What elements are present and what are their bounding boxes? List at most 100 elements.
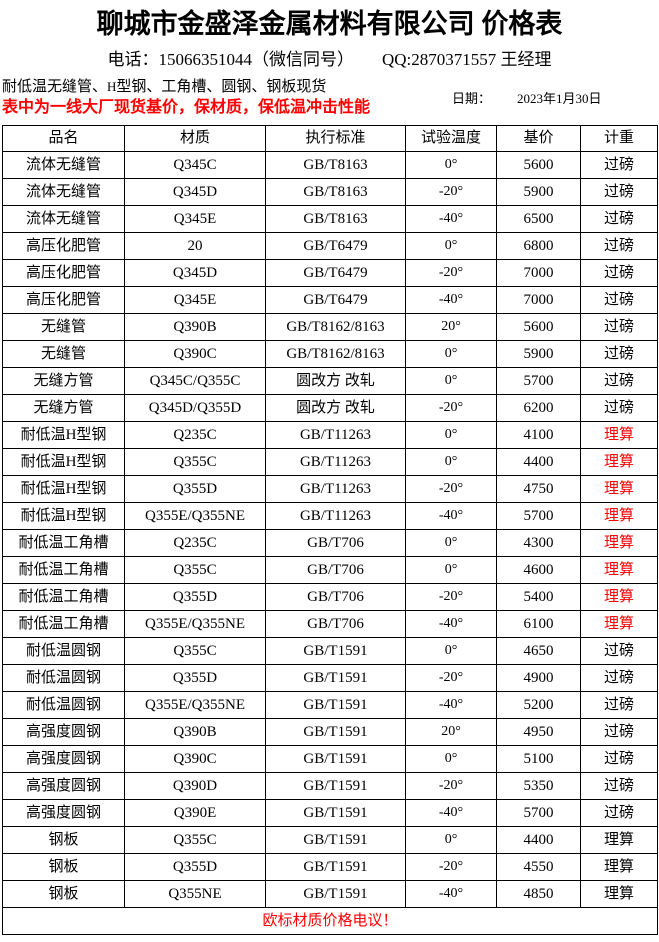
cell-standard: GB/T1591 <box>265 718 406 746</box>
cell-test-temp: 0° <box>405 232 497 260</box>
cell-standard: 圆改方 改轧 <box>265 367 406 395</box>
col-header-price: 基价 <box>496 125 581 152</box>
cell-product-name: 高压化肥管 <box>2 232 125 260</box>
cell-material: Q235C <box>124 421 266 449</box>
cell-weigh-method: 理算 <box>580 421 658 449</box>
table-row: 流体无缝管 Q345C GB/T8163 0° 5600 过磅 <box>2 151 658 179</box>
cell-material: Q355C <box>124 637 266 665</box>
cell-test-temp: -40° <box>405 205 497 233</box>
cell-base-price: 4650 <box>496 637 581 665</box>
table-row: 流体无缝管 Q345E GB/T8163 -40° 6500 过磅 <box>2 205 658 233</box>
table-row: 高强度圆钢 Q390E GB/T1591 -40° 5700 过磅 <box>2 799 658 827</box>
cell-base-price: 5600 <box>496 313 581 341</box>
cell-material: Q355E/Q355NE <box>124 502 266 530</box>
cell-product-name: 耐低温圆钢 <box>2 691 125 719</box>
subheader: 耐低温无缝管、H型钢、工角槽、圆钢、钢板现货 表中为一线大厂现货基价，保材质，保… <box>0 77 659 125</box>
table-row: 耐低温H型钢 Q355E/Q355NE GB/T11263 -40° 5700 理算 <box>2 502 658 530</box>
cell-base-price: 6500 <box>496 205 581 233</box>
col-header-name: 品名 <box>2 125 125 152</box>
cell-material: Q390E <box>124 799 266 827</box>
cell-material: Q390C <box>124 340 266 368</box>
cell-base-price: 4550 <box>496 853 581 881</box>
cell-product-name: 流体无缝管 <box>2 151 125 179</box>
cell-material: Q390C <box>124 745 266 773</box>
cell-product-name: 无缝方管 <box>2 394 125 422</box>
cell-weigh-method: 过磅 <box>580 286 658 314</box>
table-row: 高强度圆钢 Q390C GB/T1591 0° 5100 过磅 <box>2 745 658 773</box>
cell-test-temp: 0° <box>405 421 497 449</box>
cell-material: Q355D <box>124 853 266 881</box>
cell-standard: GB/T11263 <box>265 475 406 503</box>
cell-weigh-method: 过磅 <box>580 151 658 179</box>
cell-weigh-method: 过磅 <box>580 799 658 827</box>
table-row: 无缝管 Q390B GB/T8162/8163 20° 5600 过磅 <box>2 313 658 341</box>
cell-test-temp: -20° <box>405 178 497 206</box>
cell-base-price: 5900 <box>496 340 581 368</box>
cell-base-price: 6100 <box>496 610 581 638</box>
cell-weigh-method: 过磅 <box>580 205 658 233</box>
cell-product-name: 钢板 <box>2 826 125 854</box>
cell-product-name: 耐低温工角槽 <box>2 529 125 557</box>
cell-standard: GB/T706 <box>265 529 406 557</box>
cell-test-temp: 20° <box>405 313 497 341</box>
cell-product-name: 无缝方管 <box>2 367 125 395</box>
cell-product-name: 高强度圆钢 <box>2 772 125 800</box>
table-row: 耐低温圆钢 Q355E/Q355NE GB/T1591 -40° 5200 过磅 <box>2 691 658 719</box>
cell-test-temp: -40° <box>405 502 497 530</box>
cell-material: Q355NE <box>124 880 266 908</box>
table-row: 流体无缝管 Q345D GB/T8163 -20° 5900 过磅 <box>2 178 658 206</box>
cell-standard: GB/T11263 <box>265 502 406 530</box>
cell-weigh-method: 过磅 <box>580 367 658 395</box>
table-row: 耐低温工角槽 Q355D GB/T706 -20° 5400 理算 <box>2 583 658 611</box>
cell-weigh-method: 理算 <box>580 448 658 476</box>
col-header-material: 材质 <box>124 125 266 152</box>
cell-test-temp: 0° <box>405 637 497 665</box>
table-row: 无缝方管 Q345D/Q355D 圆改方 改轧 -20° 6200 过磅 <box>2 394 658 422</box>
cell-standard: GB/T1591 <box>265 691 406 719</box>
table-footer-row: 欧标材质价格电议！ <box>2 907 658 935</box>
cell-base-price: 5200 <box>496 691 581 719</box>
cell-product-name: 流体无缝管 <box>2 205 125 233</box>
cell-base-price: 5600 <box>496 151 581 179</box>
cell-base-price: 5700 <box>496 502 581 530</box>
cell-standard: GB/T8162/8163 <box>265 340 406 368</box>
table-row: 高压化肥管 20 GB/T6479 0° 6800 过磅 <box>2 232 658 260</box>
cell-weigh-method: 过磅 <box>580 691 658 719</box>
cell-base-price: 4600 <box>496 556 581 584</box>
cell-material: Q345C/Q355C <box>124 367 266 395</box>
table-row: 耐低温H型钢 Q355C GB/T11263 0° 4400 理算 <box>2 448 658 476</box>
cell-product-name: 耐低温H型钢 <box>2 421 125 449</box>
cell-standard: 圆改方 改轧 <box>265 394 406 422</box>
cell-test-temp: 0° <box>405 340 497 368</box>
cell-product-name: 耐低温工角槽 <box>2 583 125 611</box>
col-header-temp: 试验温度 <box>405 125 497 152</box>
table-row: 高压化肥管 Q345E GB/T6479 -40° 7000 过磅 <box>2 286 658 314</box>
cell-product-name: 耐低温H型钢 <box>2 475 125 503</box>
table-row: 耐低温圆钢 Q355D GB/T1591 -20° 4900 过磅 <box>2 664 658 692</box>
cell-base-price: 4750 <box>496 475 581 503</box>
col-header-weigh: 计重 <box>580 125 658 152</box>
table-row: 耐低温H型钢 Q235C GB/T11263 0° 4100 理算 <box>2 421 658 449</box>
footer-note: 欧标材质价格电议！ <box>2 907 658 935</box>
cell-standard: GB/T6479 <box>265 232 406 260</box>
cell-base-price: 4900 <box>496 664 581 692</box>
table-row: 高强度圆钢 Q390B GB/T1591 20° 4950 过磅 <box>2 718 658 746</box>
cell-base-price: 7000 <box>496 286 581 314</box>
cell-standard: GB/T1591 <box>265 880 406 908</box>
cell-product-name: 高强度圆钢 <box>2 745 125 773</box>
cell-material: Q345C <box>124 151 266 179</box>
date-block: 日期： 2023年1月30日 <box>452 88 602 107</box>
cell-weigh-method: 过磅 <box>580 259 658 287</box>
cell-standard: GB/T6479 <box>265 259 406 287</box>
cell-product-name: 无缝管 <box>2 340 125 368</box>
cell-test-temp: -20° <box>405 853 497 881</box>
table-row: 耐低温圆钢 Q355C GB/T1591 0° 4650 过磅 <box>2 637 658 665</box>
cell-weigh-method: 过磅 <box>580 178 658 206</box>
cell-test-temp: -20° <box>405 394 497 422</box>
cell-material: Q345D <box>124 178 266 206</box>
contact-qq: QQ:2870371557 王经理 <box>381 50 552 69</box>
cell-test-temp: -40° <box>405 880 497 908</box>
cell-weigh-method: 过磅 <box>580 637 658 665</box>
cell-product-name: 耐低温H型钢 <box>2 502 125 530</box>
cell-weigh-method: 过磅 <box>580 313 658 341</box>
